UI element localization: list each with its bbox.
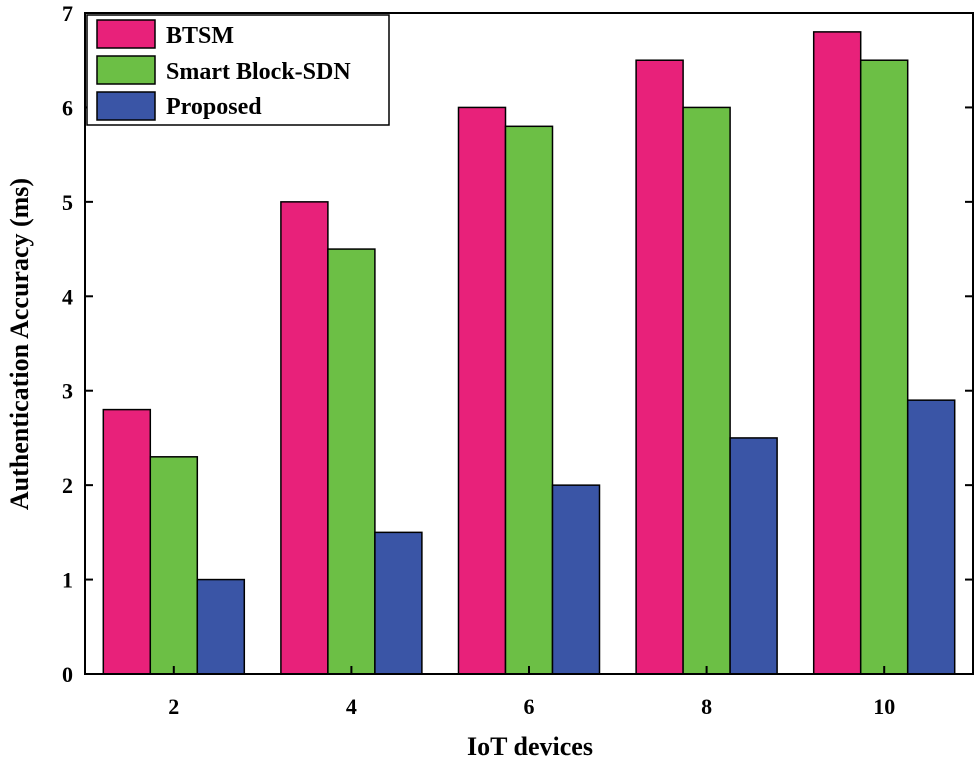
bar-proposed-10 — [906, 399, 956, 675]
bar-smart-block-sdn-6 — [504, 125, 554, 675]
legend-swatch-btsm — [96, 19, 156, 49]
bar-btsm-8 — [635, 59, 684, 675]
x-tick-label-6: 6 — [524, 694, 535, 719]
bar-smart-block-sdn-8 — [682, 106, 731, 675]
bar-smart-block-sdn-4 — [327, 248, 376, 675]
bars-layer — [102, 31, 956, 675]
legend-swatch-smart-block-sdn — [96, 55, 156, 85]
legend-label-btsm: BTSM — [166, 23, 234, 49]
bar-proposed-8 — [729, 437, 778, 675]
bar-proposed-4 — [374, 531, 423, 675]
x-tick-label-8: 8 — [701, 694, 712, 719]
bar-btsm-10 — [812, 31, 862, 675]
y-tick-label-3: 3 — [62, 379, 73, 404]
legend-label-smart-block-sdn: Smart Block-SDN — [166, 59, 351, 85]
bar-smart-block-sdn-10 — [859, 59, 909, 675]
x-tick-label-4: 4 — [346, 694, 357, 719]
bar-proposed-6 — [551, 484, 601, 675]
y-tick-label-0: 0 — [62, 662, 73, 687]
y-tick-label-1: 1 — [62, 568, 73, 593]
bar-btsm-2 — [102, 408, 152, 675]
bar-proposed-2 — [196, 578, 246, 675]
bar-btsm-6 — [457, 106, 507, 675]
y-tick-label-5: 5 — [62, 190, 73, 215]
x-axis-title: IoT devices — [467, 732, 593, 761]
y-tick-label-6: 6 — [62, 95, 73, 120]
x-tick-label-10: 10 — [873, 694, 895, 719]
legend: BTSM Smart Block-SDN Proposed — [86, 14, 390, 126]
x-tick-label-2: 2 — [168, 694, 179, 719]
bar-smart-block-sdn-2 — [149, 456, 199, 675]
y-tick-label-7: 7 — [62, 1, 73, 26]
y-tick-label-4: 4 — [62, 284, 73, 309]
axis-ticks: 2 4 6 8 10 0 1 2 3 4 5 6 7 — [62, 1, 973, 719]
legend-label-proposed: Proposed — [166, 94, 262, 120]
y-tick-label-2: 2 — [62, 473, 73, 498]
bar-btsm-4 — [280, 201, 329, 675]
y-axis-title: Authentication Accuracy (ms) — [5, 178, 34, 510]
legend-swatch-proposed — [96, 91, 156, 121]
